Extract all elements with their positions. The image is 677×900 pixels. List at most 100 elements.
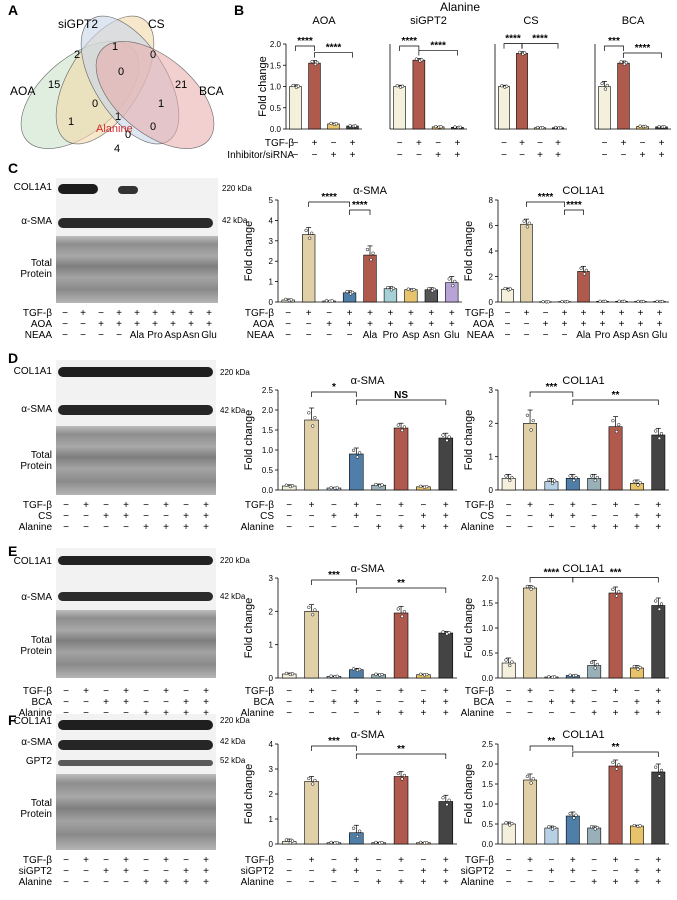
- condition-sign: +: [353, 511, 360, 522]
- condition-sign: +: [523, 308, 530, 319]
- condition-row-label: TGF-β: [244, 855, 274, 866]
- condition-sign: +: [134, 308, 140, 319]
- data-point: [568, 811, 572, 816]
- condition-row-label: AOA: [30, 319, 52, 330]
- y-axis-label: Fold change: [243, 221, 255, 282]
- data-point: [351, 826, 356, 830]
- data-point: [315, 60, 319, 65]
- condition-sign: −: [505, 522, 512, 533]
- venn-count: 0: [150, 49, 156, 61]
- condition-sign: Pro: [147, 330, 163, 341]
- condition-sign: −: [527, 877, 533, 888]
- data-point: [335, 486, 339, 490]
- significance-label: **: [397, 578, 405, 589]
- condition-sign: −: [548, 877, 555, 888]
- blot-d-kda-220: 220 kDa: [220, 368, 250, 377]
- condition-sign: −: [305, 319, 312, 330]
- data-point: [565, 299, 569, 304]
- data-point: [357, 829, 362, 833]
- condition-sign: −: [353, 522, 360, 533]
- data-point: [636, 299, 640, 304]
- condition-sign: −: [420, 686, 427, 697]
- y-tick-label: 2.0: [270, 40, 282, 49]
- bar: [304, 419, 319, 491]
- condition-sign: +: [612, 522, 619, 533]
- bar: [501, 823, 516, 845]
- condition-sign: −: [103, 686, 109, 697]
- data-point: [441, 630, 445, 634]
- condition-row-label: TGF-β: [464, 686, 494, 697]
- y-tick-label: 0: [269, 298, 274, 307]
- bar: [501, 478, 516, 491]
- data-point: [419, 484, 423, 488]
- bar: [587, 827, 602, 845]
- data-point: [391, 286, 396, 290]
- condition-sign: +: [170, 319, 176, 330]
- condition-sign: −: [308, 708, 315, 719]
- data-point: [504, 821, 508, 825]
- condition-row-label: TGF-β: [244, 308, 274, 319]
- data-point: [371, 251, 375, 255]
- condition-row-label: Alanine: [460, 708, 494, 719]
- venn-count: 1: [115, 111, 121, 123]
- condition-sign: −: [63, 866, 69, 877]
- condition-sign: +: [569, 855, 576, 866]
- data-point: [351, 667, 356, 671]
- significance-bracket: [295, 45, 315, 51]
- condition-sign: −: [98, 330, 104, 341]
- condition-sign: +: [183, 708, 189, 719]
- chart-b-cs: CS**** ****: [494, 15, 567, 130]
- y-axis-label: Fold change: [463, 410, 475, 471]
- condition-sign: −: [330, 138, 337, 149]
- condition-sign: −: [548, 522, 555, 533]
- data-point: [324, 299, 329, 303]
- condition-sign: −: [286, 697, 293, 708]
- data-point: [284, 838, 289, 842]
- data-point: [439, 125, 443, 129]
- y-tick-label: 1: [269, 815, 274, 824]
- condition-row-label: siGPT2: [460, 866, 494, 877]
- condition-sign: −: [331, 500, 337, 511]
- condition-sign: −: [123, 708, 129, 719]
- data-point: [529, 428, 533, 432]
- condition-sign: −: [286, 708, 293, 719]
- data-point: [402, 610, 407, 614]
- condition-sign: −: [331, 855, 337, 866]
- condition-sign: +: [143, 522, 149, 533]
- condition-sign: −: [639, 138, 646, 149]
- data-point: [402, 425, 407, 429]
- y-tick-label: 2: [269, 257, 274, 266]
- significance-bracket: [572, 751, 659, 757]
- condition-sign: +: [612, 500, 619, 511]
- condition-sign: +: [618, 308, 625, 319]
- band-e-col1a1: [58, 556, 213, 565]
- data-point: [552, 825, 557, 830]
- data-point: [603, 299, 607, 303]
- significance-bracket: [526, 201, 565, 207]
- band-f-col1a1: [58, 720, 213, 730]
- condition-sign: +: [387, 308, 394, 319]
- condition-sign: +: [203, 522, 209, 533]
- condition-row-label: Alanine: [18, 522, 52, 533]
- condition-sign: +: [398, 686, 404, 697]
- data-point: [525, 584, 530, 589]
- chart-b-sigpt2: siGPT2 **** ****: [389, 15, 467, 130]
- condition-sign: +: [123, 500, 129, 511]
- data-point: [350, 290, 355, 295]
- condition-sign: +: [353, 866, 360, 877]
- band-f-gpt2: [58, 760, 213, 766]
- condition-row-label: TGF-β: [22, 308, 52, 319]
- condition-sign: +: [103, 866, 109, 877]
- condition-sign: −: [591, 500, 598, 511]
- condition-sign: −: [83, 866, 89, 877]
- data-point: [334, 122, 338, 126]
- blot-e-label-total: Total Protein: [20, 635, 52, 657]
- condition-sign: +: [163, 522, 169, 533]
- condition-sign: +: [203, 866, 209, 877]
- condition-sign: −: [523, 319, 530, 330]
- condition-sign: −: [634, 686, 640, 697]
- condition-sign: +: [442, 697, 449, 708]
- condition-sign: +: [620, 138, 627, 149]
- blot-e-kda-220: 220 kDa: [220, 556, 250, 565]
- condition-sign: −: [83, 697, 89, 708]
